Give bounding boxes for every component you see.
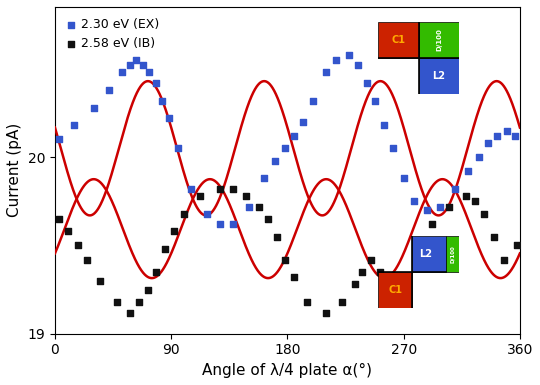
2.58 eV (IB) — [280, 256, 289, 263]
Bar — [378, 272, 412, 308]
2.58 eV (IB) — [229, 186, 238, 192]
2.30 eV (EX) — [126, 62, 134, 68]
2.30 eV (EX) — [105, 87, 113, 93]
2.30 eV (EX) — [245, 204, 253, 210]
2.58 eV (IB) — [151, 269, 160, 275]
2.30 eV (EX) — [332, 57, 341, 63]
2.30 eV (EX) — [203, 211, 212, 217]
2.58 eV (IB) — [134, 299, 143, 305]
Text: D/100: D/100 — [450, 245, 455, 263]
2.58 eV (IB) — [322, 310, 330, 316]
Legend: 2.30 eV (EX), 2.58 eV (IB): 2.30 eV (EX), 2.58 eV (IB) — [61, 13, 165, 55]
2.30 eV (EX) — [435, 204, 444, 210]
2.30 eV (EX) — [371, 97, 380, 104]
2.30 eV (EX) — [118, 69, 126, 75]
2.58 eV (IB) — [470, 198, 479, 204]
2.58 eV (IB) — [74, 242, 83, 248]
2.30 eV (EX) — [229, 221, 238, 227]
2.58 eV (IB) — [216, 186, 225, 192]
2.30 eV (EX) — [363, 80, 372, 86]
Bar — [412, 236, 446, 272]
2.58 eV (IB) — [412, 251, 421, 257]
2.30 eV (EX) — [138, 62, 147, 68]
2.58 eV (IB) — [126, 310, 134, 316]
2.30 eV (EX) — [510, 133, 519, 139]
2.58 eV (IB) — [180, 211, 188, 217]
2.58 eV (IB) — [195, 193, 204, 199]
2.30 eV (EX) — [345, 52, 354, 58]
2.30 eV (EX) — [55, 136, 63, 142]
Bar — [378, 22, 419, 58]
2.30 eV (EX) — [389, 145, 397, 151]
2.58 eV (IB) — [242, 193, 251, 199]
2.30 eV (EX) — [474, 154, 483, 160]
2.58 eV (IB) — [273, 234, 281, 240]
2.58 eV (IB) — [338, 299, 346, 305]
2.58 eV (IB) — [289, 274, 298, 280]
Y-axis label: Current (pA): Current (pA) — [7, 123, 22, 218]
2.30 eV (EX) — [451, 186, 460, 192]
X-axis label: Angle of λ/4 plate α(°): Angle of λ/4 plate α(°) — [202, 363, 373, 378]
2.58 eV (IB) — [393, 295, 402, 301]
2.58 eV (IB) — [490, 234, 498, 240]
Text: L2: L2 — [419, 249, 432, 259]
Text: C1: C1 — [392, 35, 406, 45]
2.58 eV (IB) — [480, 211, 488, 217]
2.58 eV (IB) — [444, 204, 453, 210]
2.58 eV (IB) — [264, 216, 272, 222]
2.58 eV (IB) — [402, 281, 410, 287]
2.30 eV (EX) — [309, 97, 318, 104]
Text: D/100: D/100 — [436, 28, 442, 51]
2.30 eV (EX) — [410, 198, 418, 204]
Bar — [418, 22, 460, 58]
2.58 eV (IB) — [367, 256, 376, 263]
2.30 eV (EX) — [151, 80, 160, 86]
2.30 eV (EX) — [70, 122, 79, 128]
2.30 eV (EX) — [90, 105, 98, 111]
2.58 eV (IB) — [428, 221, 436, 227]
2.58 eV (IB) — [350, 281, 359, 287]
2.58 eV (IB) — [160, 246, 169, 252]
2.58 eV (IB) — [96, 278, 105, 284]
2.30 eV (EX) — [354, 62, 363, 68]
Text: C1: C1 — [388, 285, 402, 295]
2.58 eV (IB) — [358, 269, 367, 275]
2.58 eV (IB) — [144, 286, 152, 293]
2.30 eV (EX) — [464, 168, 472, 174]
2.58 eV (IB) — [513, 242, 522, 248]
2.58 eV (IB) — [376, 269, 384, 275]
2.58 eV (IB) — [64, 228, 72, 234]
2.58 eV (IB) — [255, 204, 264, 210]
2.30 eV (EX) — [132, 57, 140, 63]
2.30 eV (EX) — [322, 69, 330, 75]
2.30 eV (EX) — [299, 119, 307, 125]
2.30 eV (EX) — [173, 145, 182, 151]
Text: L2: L2 — [433, 70, 446, 80]
2.30 eV (EX) — [158, 97, 166, 104]
2.30 eV (EX) — [260, 175, 268, 181]
Bar — [418, 58, 460, 94]
2.30 eV (EX) — [503, 127, 511, 134]
2.58 eV (IB) — [461, 193, 470, 199]
2.30 eV (EX) — [216, 221, 225, 227]
2.58 eV (IB) — [113, 299, 122, 305]
2.58 eV (IB) — [170, 228, 178, 234]
2.58 eV (IB) — [83, 256, 92, 263]
2.30 eV (EX) — [399, 175, 408, 181]
2.30 eV (EX) — [270, 157, 279, 164]
2.58 eV (IB) — [302, 299, 311, 305]
2.58 eV (IB) — [55, 216, 63, 222]
2.30 eV (EX) — [380, 122, 389, 128]
2.30 eV (EX) — [483, 140, 492, 146]
2.58 eV (IB) — [500, 256, 509, 263]
2.30 eV (EX) — [492, 133, 501, 139]
2.30 eV (EX) — [145, 69, 153, 75]
2.30 eV (EX) — [280, 145, 289, 151]
2.58 eV (IB) — [384, 281, 393, 287]
2.30 eV (EX) — [289, 133, 298, 139]
2.30 eV (EX) — [164, 115, 173, 121]
2.30 eV (EX) — [186, 186, 195, 192]
Bar — [446, 236, 460, 272]
2.30 eV (EX) — [423, 207, 431, 213]
